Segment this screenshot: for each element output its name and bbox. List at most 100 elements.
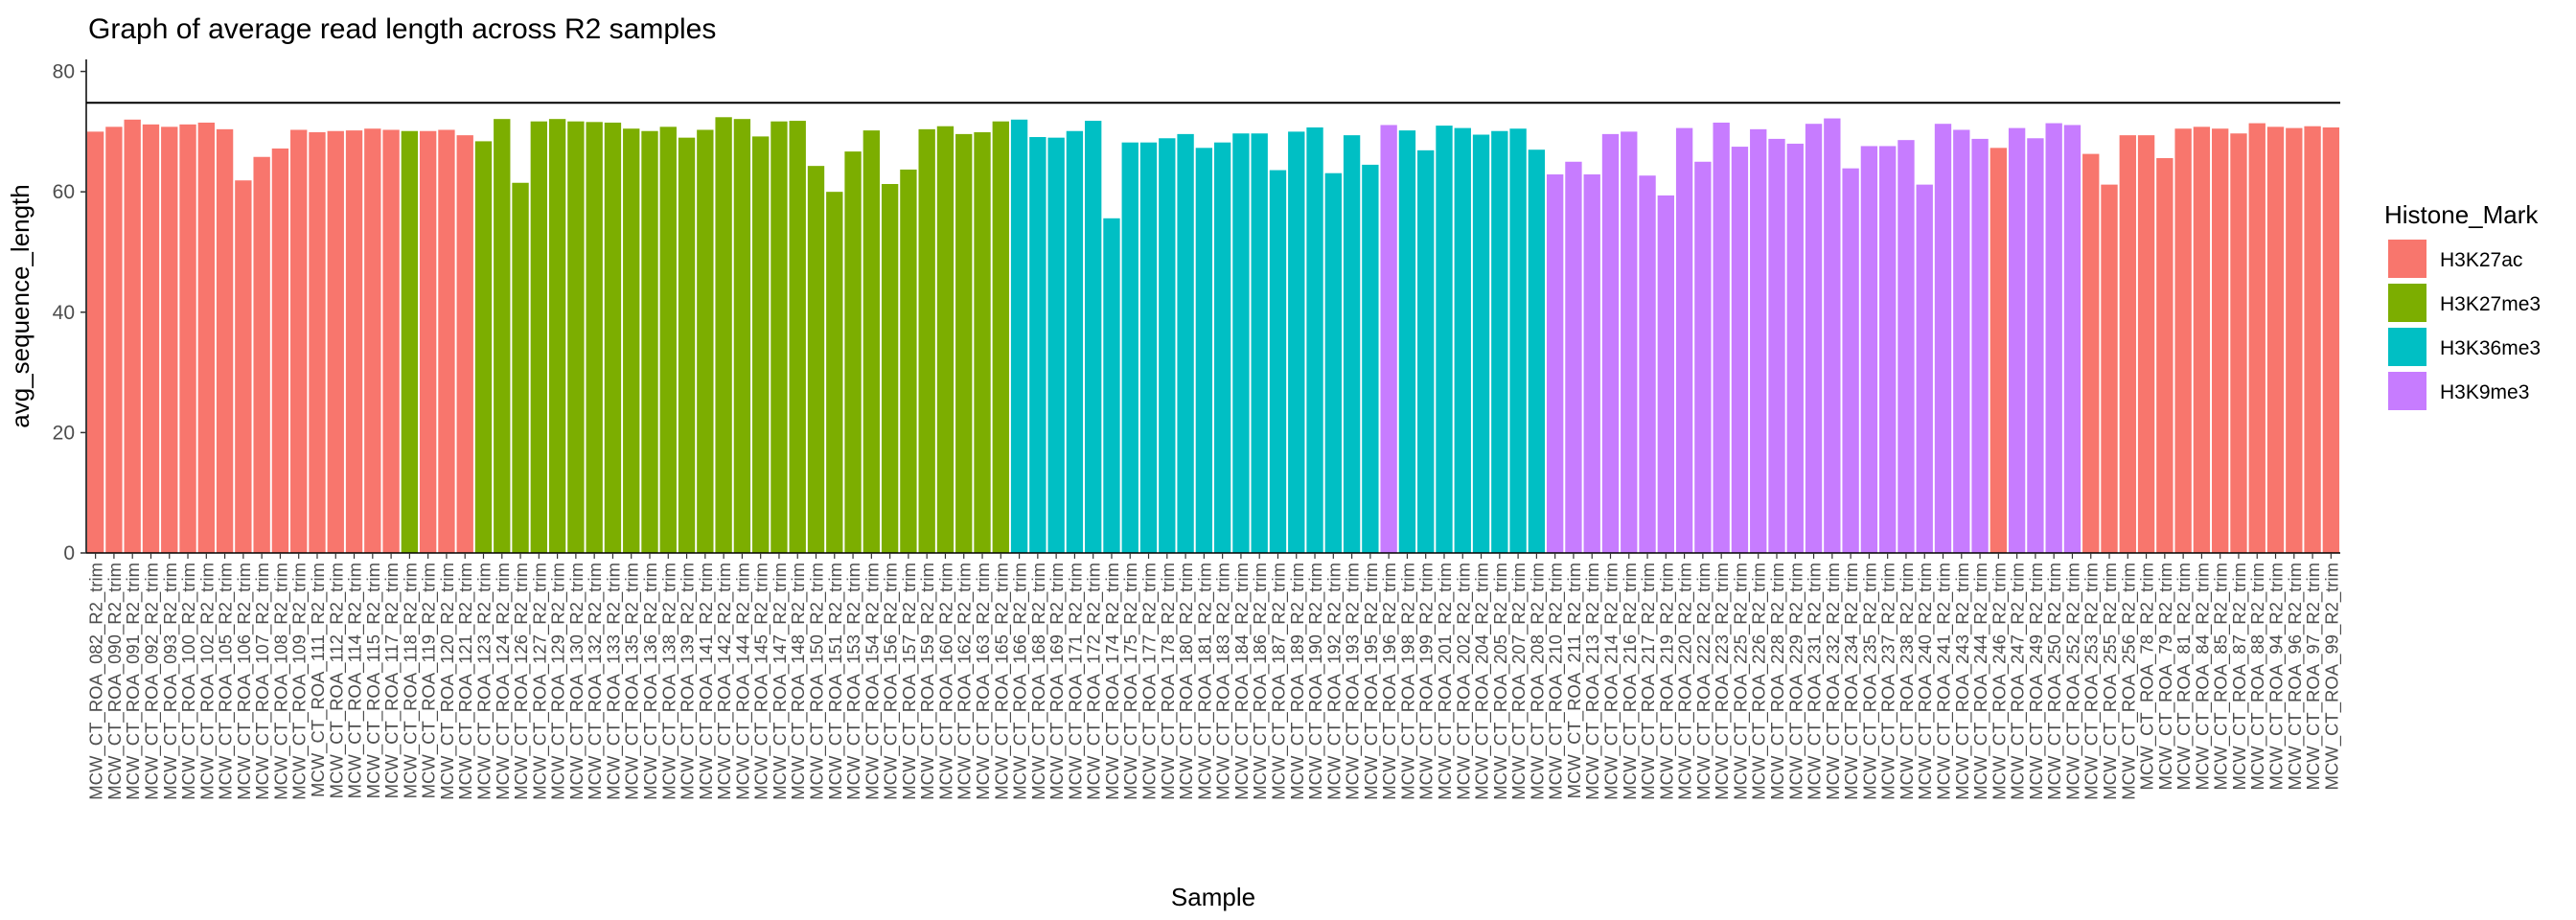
bar xyxy=(290,129,308,554)
bar xyxy=(438,129,455,554)
x-tick-label: MCW_CT_ROA_222_R2_trim xyxy=(1693,563,1714,800)
x-tick-label: MCW_CT_ROA_126_R2_trim xyxy=(511,563,532,800)
bar xyxy=(2304,126,2321,553)
x-tick-label: MCW_CT_ROA_171_R2_trim xyxy=(1065,563,1086,800)
bar xyxy=(1139,142,1158,554)
legend-label: H3K9me3 xyxy=(2440,381,2529,403)
bar xyxy=(1472,134,1490,553)
x-tick-label: MCW_CT_ROA_105_R2_trim xyxy=(216,563,237,800)
x-tick-label: MCW_CT_ROA_94_R2_trim xyxy=(2266,563,2288,790)
bar xyxy=(197,122,215,553)
x-tick-label: MCW_CT_ROA_79_R2_trim xyxy=(2155,563,2176,790)
x-tick-label: MCW_CT_ROA_091_R2_trim xyxy=(123,563,144,800)
x-tick-label: MCW_CT_ROA_165_R2_trim xyxy=(991,563,1012,800)
bar xyxy=(1362,164,1379,553)
bar xyxy=(623,128,640,554)
x-tick-label: MCW_CT_ROA_175_R2_trim xyxy=(1120,563,1141,800)
x-tick-label: MCW_CT_ROA_84_R2_trim xyxy=(2192,563,2213,790)
x-tick-label: MCW_CT_ROA_166_R2_trim xyxy=(1010,563,1031,800)
x-tick-label: MCW_CT_ROA_127_R2_trim xyxy=(529,563,550,800)
x-tick-label: MCW_CT_ROA_169_R2_trim xyxy=(1046,563,1068,800)
x-tick-label: MCW_CT_ROA_124_R2_trim xyxy=(493,563,514,800)
x-tick-label: MCW_CT_ROA_96_R2_trim xyxy=(2285,563,2306,790)
chart-title: Graph of average read length across R2 s… xyxy=(88,13,716,45)
y-ticks-layer: 0 20 40 60 80 xyxy=(53,61,86,564)
x-tick-label: MCW_CT_ROA_87_R2_trim xyxy=(2229,563,2250,790)
bar xyxy=(2322,126,2340,553)
x-tick-label: MCW_CT_ROA_208_R2_trim xyxy=(1527,563,1548,800)
y-axis-label: avg_sequence_length xyxy=(6,184,34,427)
bar xyxy=(456,135,473,553)
bar xyxy=(1805,124,1823,553)
bars-layer xyxy=(86,117,2340,554)
x-tick-label: MCW_CT_ROA_163_R2_trim xyxy=(973,563,994,800)
x-tick-label: MCW_CT_ROA_111_R2_trim xyxy=(308,563,329,797)
x-tick-label: MCW_CT_ROA_157_R2_trim xyxy=(899,563,920,800)
x-tick-label: MCW_CT_ROA_180_R2_trim xyxy=(1176,563,1197,800)
bar xyxy=(2248,123,2266,553)
bar xyxy=(474,141,493,553)
x-tick-label: MCW_CT_ROA_168_R2_trim xyxy=(1028,563,1049,800)
bar xyxy=(2230,133,2247,553)
bar xyxy=(2212,128,2229,554)
x-tick-label: MCW_CT_ROA_144_R2_trim xyxy=(732,563,753,800)
bar xyxy=(1343,135,1361,553)
x-tick-label: MCW_CT_ROA_115_R2_trim xyxy=(363,563,384,798)
bar xyxy=(697,129,714,554)
bar xyxy=(1713,122,1730,553)
bar xyxy=(530,121,547,553)
bar xyxy=(807,166,825,553)
x-tick-label: MCW_CT_ROA_189_R2_trim xyxy=(1287,563,1308,800)
bar xyxy=(1916,184,1933,553)
bar xyxy=(1565,161,1582,553)
x-tick-label: MCW_CT_ROA_130_R2_trim xyxy=(566,563,587,800)
x-tick-label: MCW_CT_ROA_252_R2_trim xyxy=(2062,563,2083,800)
bar xyxy=(1195,148,1213,553)
x-tick-label: MCW_CT_ROA_190_R2_trim xyxy=(1305,563,1326,800)
x-tick-label: MCW_CT_ROA_199_R2_trim xyxy=(1416,563,1438,800)
x-tick-label: MCW_CT_ROA_250_R2_trim xyxy=(2044,563,2065,800)
bar xyxy=(86,131,104,553)
x-tick-label: MCW_CT_ROA_217_R2_trim xyxy=(1638,563,1659,800)
bar xyxy=(271,148,289,553)
bar xyxy=(955,133,973,553)
bar xyxy=(1251,133,1268,553)
x-tick-label: MCW_CT_ROA_81_R2_trim xyxy=(2174,563,2195,790)
bar xyxy=(1380,125,1397,553)
x-tick-label: MCW_CT_ROA_247_R2_trim xyxy=(2008,563,2029,800)
x-tick-label: MCW_CT_ROA_234_R2_trim xyxy=(1841,563,1862,800)
bar xyxy=(992,121,1009,553)
legend-label: H3K27me3 xyxy=(2440,293,2541,315)
x-tick-label: MCW_CT_ROA_195_R2_trim xyxy=(1361,563,1382,800)
bar xyxy=(1990,148,2008,553)
x-tick-label: MCW_CT_ROA_178_R2_trim xyxy=(1158,563,1179,800)
legend-swatch xyxy=(2388,240,2426,278)
y-tick-label: 40 xyxy=(53,302,75,324)
x-tick-label: MCW_CT_ROA_243_R2_trim xyxy=(1952,563,1973,800)
bar xyxy=(974,131,991,554)
bar xyxy=(235,180,252,554)
bar xyxy=(1047,137,1065,553)
bar xyxy=(1324,172,1342,553)
bar xyxy=(1768,138,1785,553)
x-tick-label: MCW_CT_ROA_241_R2_trim xyxy=(1934,563,1955,800)
x-tick-label: MCW_CT_ROA_210_R2_trim xyxy=(1546,563,1567,800)
bar xyxy=(494,119,511,554)
x-tick-label: MCW_CT_ROA_132_R2_trim xyxy=(585,563,606,800)
bar xyxy=(1213,142,1231,554)
bar xyxy=(1694,161,1712,553)
x-tick-label: MCW_CT_ROA_246_R2_trim xyxy=(1989,563,2010,800)
legend-swatch xyxy=(2388,328,2426,366)
x-tick-label: MCW_CT_ROA_092_R2_trim xyxy=(141,563,162,800)
x-tick-label: MCW_CT_ROA_256_R2_trim xyxy=(2118,563,2139,800)
x-tick-label: MCW_CT_ROA_107_R2_trim xyxy=(252,563,273,800)
bar xyxy=(401,130,419,554)
bar xyxy=(641,130,658,554)
bar xyxy=(1675,127,1693,553)
bar xyxy=(789,121,806,553)
x-tick-label: MCW_CT_ROA_193_R2_trim xyxy=(1343,563,1364,800)
bar xyxy=(936,126,954,553)
x-tick-label: MCW_CT_ROA_093_R2_trim xyxy=(160,563,181,800)
x-tick-label: MCW_CT_ROA_99_R2_trim xyxy=(2321,563,2342,790)
